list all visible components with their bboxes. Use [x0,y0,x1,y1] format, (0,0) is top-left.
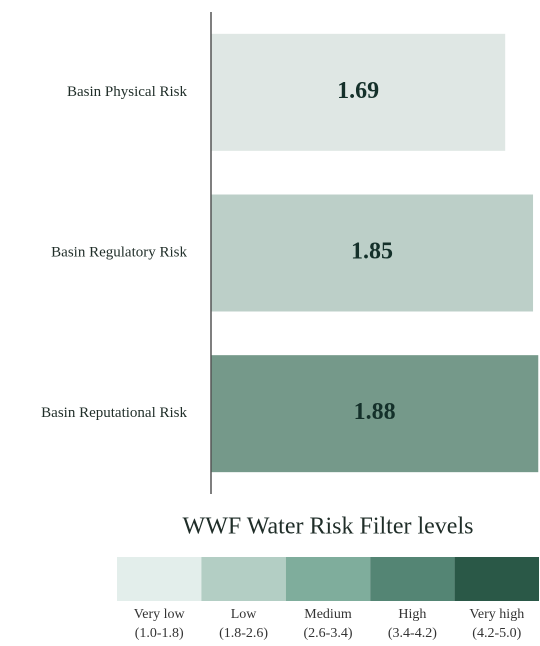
category-label: Basin Regulatory Risk [51,244,187,260]
category-label: Basin Physical Risk [67,84,188,100]
legend-label: Low [231,607,258,622]
legend-label: Very high [469,607,524,622]
legend-label: Very low [134,607,186,622]
value-label: 1.88 [354,399,396,425]
legend-swatch [285,557,371,601]
legend-title: WWF Water Risk Filter levels [183,514,474,540]
value-label: 1.69 [337,78,379,104]
legend-range: (1.0-1.8) [135,626,184,641]
value-label: 1.85 [351,239,393,265]
legend-range: (3.4-4.2) [388,626,437,641]
legend-swatch [454,557,539,601]
bar [211,194,534,312]
legend-swatch [370,557,455,601]
legend-swatch [201,557,286,601]
legend-range: (4.2-5.0) [472,626,521,641]
bar [211,355,539,473]
legend-swatch [117,557,202,601]
legend-range: (2.6-3.4) [304,626,353,641]
bar [211,33,506,151]
category-label: Basin Reputational Risk [41,405,187,421]
legend-range: (1.8-2.6) [219,626,268,641]
legend-label: Medium [304,607,352,622]
legend-label: High [398,607,426,622]
